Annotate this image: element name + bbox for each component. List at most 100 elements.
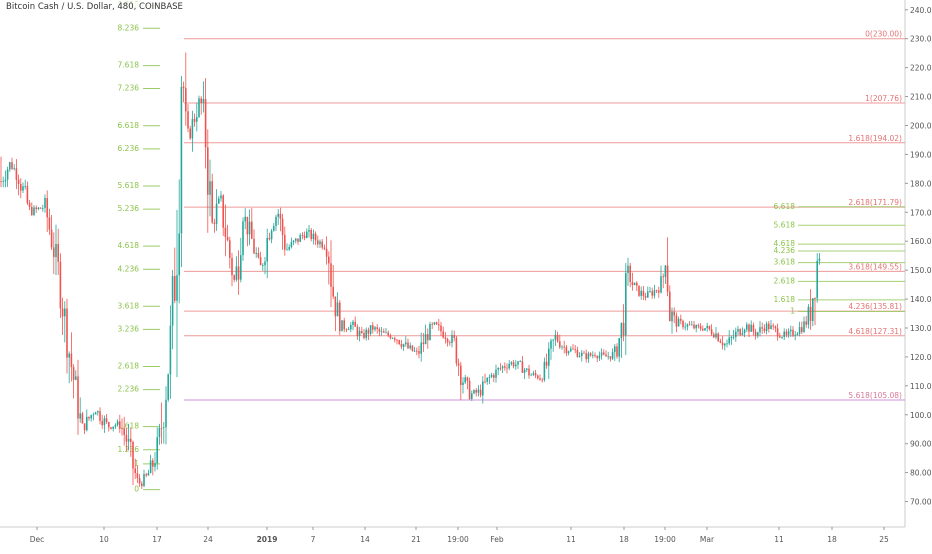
candle-body <box>202 98 205 103</box>
candle-body <box>328 256 330 264</box>
candle-body <box>323 247 326 249</box>
candle-body <box>116 421 119 426</box>
candle-body <box>576 350 579 357</box>
candle-body <box>37 207 40 210</box>
candle-body <box>299 235 301 242</box>
candle-body <box>319 241 321 245</box>
candle-body <box>130 438 132 442</box>
candle-body <box>752 324 755 332</box>
candle-body <box>616 346 618 357</box>
candle-body <box>684 326 686 328</box>
candle-body <box>275 216 277 227</box>
candle-body <box>191 118 194 139</box>
candle-body <box>218 198 220 204</box>
fib-label-right: 2.618(171.79) <box>848 198 902 207</box>
candle-body <box>215 203 218 224</box>
candle-body <box>726 343 728 345</box>
candle-body <box>783 331 785 337</box>
candle-body <box>308 229 310 232</box>
candle-body <box>363 332 365 338</box>
fib-label-right: 3.618(149.55) <box>848 262 902 271</box>
candle-body <box>253 238 255 254</box>
candle-body <box>301 235 304 236</box>
chart-title: Bitcoin Cash / U.S. Dollar, 480, COINBAS… <box>4 2 185 12</box>
candle-body <box>255 253 257 254</box>
candle-body <box>416 350 418 352</box>
candle-body <box>803 321 805 332</box>
candle-body <box>0 181 2 183</box>
candle-body <box>658 290 660 293</box>
candle-body <box>77 376 79 419</box>
candle-body <box>717 333 719 342</box>
y-tick-label: 90.00 <box>910 440 932 449</box>
candle-body <box>644 296 647 298</box>
candle-body <box>222 195 224 228</box>
fib-label-left: 6.618 <box>118 121 140 130</box>
fib-label-left: 7.618 <box>118 61 140 70</box>
candle-body <box>46 198 48 218</box>
candle-body <box>248 221 251 235</box>
candle-body <box>662 276 664 278</box>
candle-body <box>42 208 44 209</box>
candle-body <box>554 335 557 340</box>
candle-body <box>273 226 275 231</box>
candle-body <box>92 414 95 416</box>
candle-body <box>88 416 90 419</box>
candle-body <box>572 348 574 350</box>
fib-label-left: 2.618 <box>118 361 140 370</box>
candle-body <box>171 275 174 326</box>
candle-body <box>779 336 781 338</box>
candle-body <box>556 335 559 342</box>
candle-body <box>233 275 235 280</box>
candle-body <box>169 325 172 375</box>
candle-body <box>383 331 385 333</box>
candle-body <box>134 468 136 474</box>
candle-body <box>534 373 537 376</box>
candle-body <box>165 399 167 428</box>
candle-body <box>391 338 394 339</box>
candle-body <box>389 335 392 339</box>
candle-body <box>44 198 46 209</box>
candle-body <box>468 380 471 399</box>
candle-body <box>666 265 669 292</box>
candle-body <box>548 348 550 366</box>
candle-body <box>369 325 372 334</box>
y-tick-label: 170.00 <box>910 208 932 217</box>
candle-body <box>33 207 35 215</box>
fib-label-right: 5.618(105.08) <box>848 391 902 400</box>
candle-body <box>587 353 590 360</box>
candle-body <box>198 98 200 117</box>
candle-body <box>581 352 583 357</box>
y-tick-label: 230.00 <box>910 35 932 44</box>
candle-body <box>464 377 466 383</box>
candle-body <box>440 325 442 332</box>
candle-body <box>178 233 180 276</box>
candle-body <box>235 266 238 280</box>
candle-body <box>246 216 249 235</box>
x-tick-label: 18 <box>619 535 629 544</box>
candle-body <box>620 322 623 339</box>
candle-body <box>20 183 22 191</box>
fib-label-mid: 5.618 <box>774 220 796 229</box>
candle-body <box>455 337 458 364</box>
candle-body <box>262 265 264 266</box>
fib-label-right: 1(207.76) <box>865 94 902 103</box>
candle-body <box>585 353 587 360</box>
x-tick-label: Dec <box>30 535 45 544</box>
candle-body <box>537 375 539 379</box>
candle-body <box>693 324 695 329</box>
candle-body <box>814 298 816 300</box>
x-tick-label: 2019 <box>257 535 278 544</box>
fib-label-mid: 4.236 <box>774 246 796 255</box>
candle-body <box>622 322 625 336</box>
candle-body <box>759 327 761 333</box>
candle-body <box>174 275 176 301</box>
fib-label-left: 1 <box>134 459 139 468</box>
candle-body <box>807 306 810 325</box>
candle-body <box>675 315 678 327</box>
candle-body <box>429 324 431 341</box>
candle-body <box>704 328 706 331</box>
x-tick-label: 10 <box>99 535 109 544</box>
candle-body <box>660 276 662 293</box>
candle-body <box>488 376 491 378</box>
